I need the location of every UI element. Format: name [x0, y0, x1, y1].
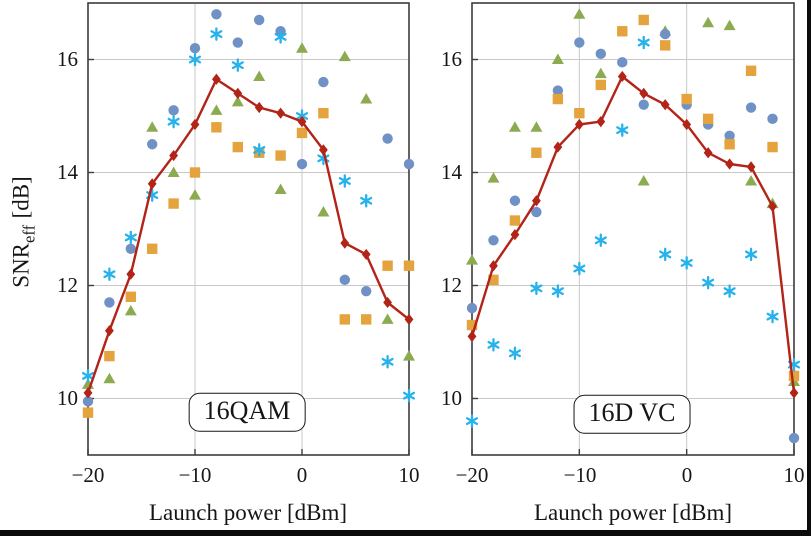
tick-marks — [471, 58, 795, 455]
y-tick-label: 10 — [57, 386, 78, 410]
series-red-diamond-line — [467, 70, 799, 399]
x-tick-label: 0 — [681, 463, 693, 487]
series-blue-circles — [82, 9, 415, 407]
y-axis-label-unit: [dB] — [8, 176, 34, 219]
x-tick-label: −10 — [178, 463, 212, 487]
y-tick-label: 10 — [441, 386, 462, 410]
series-blue-circles — [466, 28, 800, 444]
frame-right-edge — [807, 0, 811, 536]
x-tick-label: 10 — [398, 463, 420, 487]
frame-bottom-edge — [0, 530, 811, 536]
series-orange-squares — [466, 14, 800, 382]
series-cyan-asterisks — [81, 27, 416, 403]
x-tick-label: 0 — [296, 463, 308, 487]
series-line — [86, 78, 410, 394]
x-tick-label: −20 — [71, 463, 105, 487]
subplot-title-16dvc: 16D VC — [573, 394, 691, 434]
plot-border — [87, 2, 410, 456]
y-axis-label-main: SNR — [8, 242, 34, 288]
subplot-title-16qam: 16QAM — [188, 392, 306, 432]
x-tick-label: −10 — [563, 463, 597, 487]
x-axis-label-right: Launch power [dBm] — [534, 500, 732, 525]
subplot-16d-vc — [465, 2, 801, 456]
y-tick-label: 12 — [57, 273, 78, 297]
series-line — [470, 75, 796, 394]
series-green-triangles — [466, 8, 800, 387]
tick-marks — [87, 58, 410, 455]
y-axis-label: SNReff [dB] — [9, 176, 40, 287]
y-tick-label: 14 — [57, 160, 78, 184]
x-tick-label: −20 — [455, 463, 489, 487]
gridlines — [87, 3, 410, 455]
x-axis-label-left: Launch power [dBm] — [149, 500, 347, 525]
y-tick-label: 12 — [441, 273, 462, 297]
series-cyan-asterisks — [465, 35, 801, 428]
series-green-triangles — [82, 42, 415, 389]
y-tick-label: 16 — [57, 47, 78, 71]
gridlines — [471, 3, 795, 455]
plot-border — [471, 2, 795, 456]
y-tick-label: 14 — [441, 160, 462, 184]
y-axis-label-subscript: eff — [19, 224, 39, 243]
y-tick-label: 16 — [441, 47, 462, 71]
subplot-16qam — [81, 2, 416, 456]
series-red-diamond-line — [83, 73, 414, 399]
x-tick-label: 10 — [783, 463, 805, 487]
